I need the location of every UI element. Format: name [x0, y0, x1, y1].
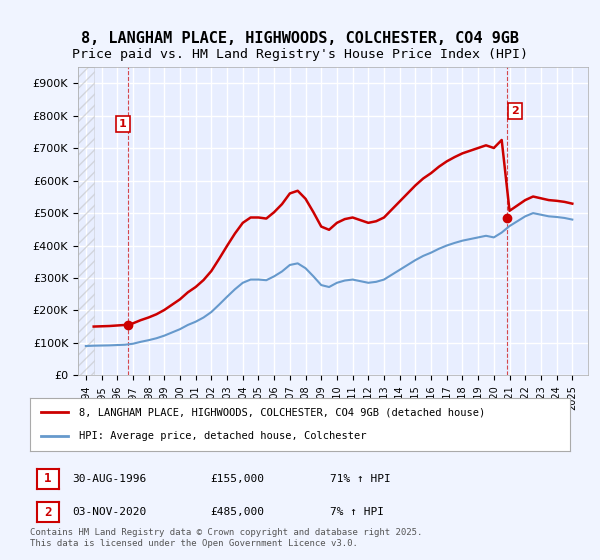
Text: Price paid vs. HM Land Registry's House Price Index (HPI): Price paid vs. HM Land Registry's House …: [72, 48, 528, 60]
Text: 30-AUG-1996: 30-AUG-1996: [72, 474, 146, 484]
Text: £485,000: £485,000: [210, 507, 264, 517]
Text: 1: 1: [44, 472, 52, 486]
Text: 2: 2: [511, 106, 518, 116]
Text: 8, LANGHAM PLACE, HIGHWOODS, COLCHESTER, CO4 9GB (detached house): 8, LANGHAM PLACE, HIGHWOODS, COLCHESTER,…: [79, 408, 485, 418]
Text: 8, LANGHAM PLACE, HIGHWOODS, COLCHESTER, CO4 9GB: 8, LANGHAM PLACE, HIGHWOODS, COLCHESTER,…: [81, 31, 519, 46]
Text: 2: 2: [44, 506, 52, 519]
Text: Contains HM Land Registry data © Crown copyright and database right 2025.
This d: Contains HM Land Registry data © Crown c…: [30, 528, 422, 548]
Text: HPI: Average price, detached house, Colchester: HPI: Average price, detached house, Colc…: [79, 431, 366, 441]
Text: 71% ↑ HPI: 71% ↑ HPI: [330, 474, 391, 484]
Text: £155,000: £155,000: [210, 474, 264, 484]
Text: 03-NOV-2020: 03-NOV-2020: [72, 507, 146, 517]
Text: 7% ↑ HPI: 7% ↑ HPI: [330, 507, 384, 517]
Text: 1: 1: [119, 119, 127, 129]
